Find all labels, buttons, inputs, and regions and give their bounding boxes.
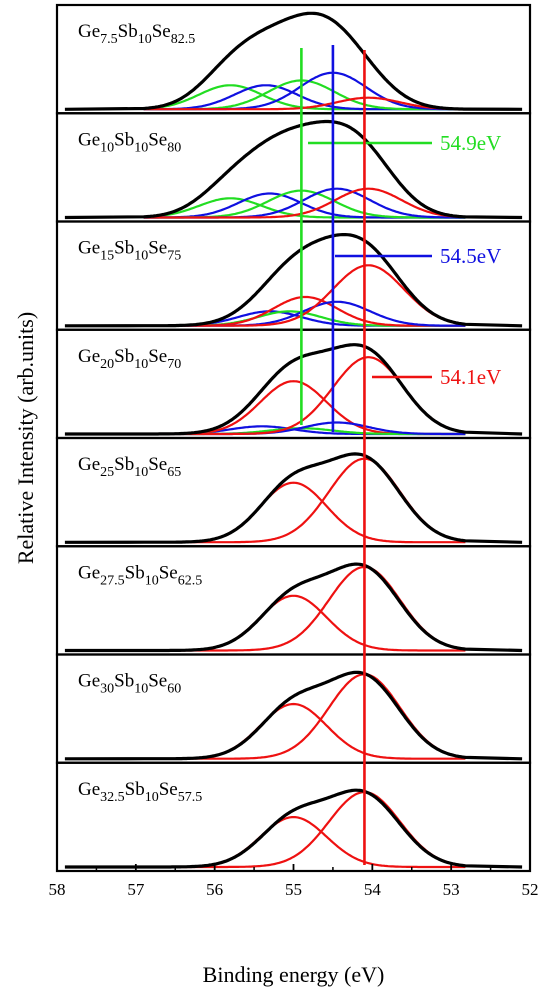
panel-label-s3: 75 bbox=[167, 249, 181, 264]
panel-label-b: Sb bbox=[114, 671, 134, 692]
component-peak-red-2 bbox=[143, 457, 466, 544]
panel-label-s1: 30 bbox=[100, 682, 114, 697]
component-peak-red-2 bbox=[143, 673, 466, 760]
panel-1: Ge7.5Sb10Se82.5 bbox=[55, 3, 532, 115]
reference-label-red: 54.1eV bbox=[440, 365, 501, 389]
y-axis-title: Relative Intensity (arb.units) bbox=[13, 312, 38, 564]
panel-label-b: Sb bbox=[118, 21, 138, 42]
panel-label-s3: 60 bbox=[167, 682, 181, 697]
envelope-line bbox=[64, 119, 523, 220]
panel-5: Ge25Sb10Se65 bbox=[55, 436, 532, 548]
x-tick-label: 53 bbox=[443, 880, 460, 899]
panel-label-s2: 10 bbox=[134, 249, 148, 264]
envelope-line bbox=[64, 452, 523, 544]
envelope-line bbox=[64, 788, 523, 869]
panel-label-s3: 80 bbox=[167, 140, 181, 155]
panel-label-a: Ge bbox=[78, 238, 100, 259]
envelope-line bbox=[64, 670, 523, 761]
panel-label-s1: 10 bbox=[100, 140, 114, 155]
x-tick-label: 54 bbox=[364, 880, 382, 899]
x-tick-label: 58 bbox=[49, 880, 66, 899]
reference-label-blue: 54.5eV bbox=[440, 244, 501, 268]
panel-label-s3: 57.5 bbox=[178, 790, 203, 805]
panel-label-s3: 70 bbox=[167, 357, 181, 372]
panel-2: Ge10Sb10Se80 bbox=[55, 112, 532, 223]
panel-label-c: Se bbox=[148, 129, 167, 150]
panel-label-s3: 82.5 bbox=[171, 32, 196, 47]
panel-label-a: Ge bbox=[78, 454, 100, 475]
panel-7: Ge30Sb10Se60 bbox=[55, 653, 532, 764]
panel-label-c: Se bbox=[152, 21, 171, 42]
panel-label-a: Ge bbox=[78, 346, 100, 367]
panel-label-a: Ge bbox=[78, 779, 100, 800]
component-peak-red-5 bbox=[143, 96, 466, 111]
panel-label-a: Ge bbox=[78, 671, 100, 692]
panel-label-c: Se bbox=[159, 562, 178, 583]
panels-group: Ge7.5Sb10Se82.5Ge10Sb10Se80Ge15Sb10Se75G… bbox=[55, 3, 532, 873]
panel-label-s2: 10 bbox=[134, 682, 148, 697]
reference-label-green: 54.9eV bbox=[440, 131, 501, 155]
panel-label-s3: 62.5 bbox=[178, 573, 203, 588]
panel-label: Ge20Sb10Se70 bbox=[78, 346, 181, 372]
panel-8: Ge32.5Sb10Se57.5 bbox=[55, 761, 532, 873]
panel-label-c: Se bbox=[148, 671, 167, 692]
panel-label-b: Sb bbox=[114, 238, 134, 259]
panel-label-b: Sb bbox=[114, 129, 134, 150]
panel-label-b: Sb bbox=[125, 779, 145, 800]
panel-label-s2: 10 bbox=[138, 32, 152, 47]
envelope-line bbox=[64, 343, 523, 436]
envelope-line bbox=[64, 233, 523, 328]
reference-lines-group: 54.9eV 54.5eV 54.1eV bbox=[300, 45, 501, 865]
panel-label-s3: 65 bbox=[167, 465, 181, 480]
component-peak-red-5 bbox=[143, 264, 466, 327]
x-tick-label: 52 bbox=[522, 880, 539, 899]
panel-label: Ge10Sb10Se80 bbox=[78, 129, 181, 155]
panel-label-a: Ge bbox=[78, 21, 100, 42]
component-peak-red-1 bbox=[143, 481, 466, 544]
panel-label: Ge7.5Sb10Se82.5 bbox=[78, 21, 195, 47]
panel-label-s1: 25 bbox=[100, 465, 114, 480]
panel-label-s1: 27.5 bbox=[100, 573, 125, 588]
panel-4: Ge20Sb10Se70 bbox=[55, 328, 532, 440]
envelope-line bbox=[64, 11, 523, 111]
panel-label: Ge25Sb10Se65 bbox=[78, 454, 181, 480]
panel-label-b: Sb bbox=[125, 562, 145, 583]
panel-label-s2: 10 bbox=[134, 465, 148, 480]
x-tick-label: 55 bbox=[285, 880, 302, 899]
panel-label: Ge32.5Sb10Se57.5 bbox=[78, 779, 202, 805]
panel-label-s1: 32.5 bbox=[100, 790, 125, 805]
x-axis-title: Binding energy (eV) bbox=[203, 962, 385, 987]
panel-label-s2: 10 bbox=[145, 790, 159, 805]
panel-label-c: Se bbox=[148, 238, 167, 259]
panel-label-s2: 10 bbox=[134, 140, 148, 155]
panel-label-b: Sb bbox=[114, 454, 134, 475]
component-peak-red-5 bbox=[143, 356, 466, 436]
panel-label: Ge15Sb10Se75 bbox=[78, 238, 181, 264]
panel-label-c: Se bbox=[148, 346, 167, 367]
panel-label-s1: 20 bbox=[100, 357, 114, 372]
x-axis: 58 57 56 55 54 53 52 bbox=[49, 864, 539, 899]
panel-label-s2: 10 bbox=[145, 573, 159, 588]
envelope-line bbox=[64, 562, 523, 653]
panel-label: Ge30Sb10Se60 bbox=[78, 671, 181, 697]
x-tick-label: 57 bbox=[127, 880, 145, 899]
panel-label-s2: 10 bbox=[134, 357, 148, 372]
panel-label-a: Ge bbox=[78, 562, 100, 583]
component-peak-red-5 bbox=[143, 187, 466, 219]
panel-3: Ge15Sb10Se75 bbox=[55, 220, 532, 331]
panel-label-b: Sb bbox=[114, 346, 134, 367]
panel-label-c: Se bbox=[159, 779, 178, 800]
panel-label: Ge27.5Sb10Se62.5 bbox=[78, 562, 202, 588]
x-tick-label: 56 bbox=[206, 880, 223, 899]
panel-label-c: Se bbox=[148, 454, 167, 475]
panel-label-s1: 7.5 bbox=[100, 32, 118, 47]
panel-label-s1: 15 bbox=[100, 249, 114, 264]
panel-6: Ge27.5Sb10Se62.5 bbox=[55, 545, 532, 656]
panel-label-a: Ge bbox=[78, 129, 100, 150]
